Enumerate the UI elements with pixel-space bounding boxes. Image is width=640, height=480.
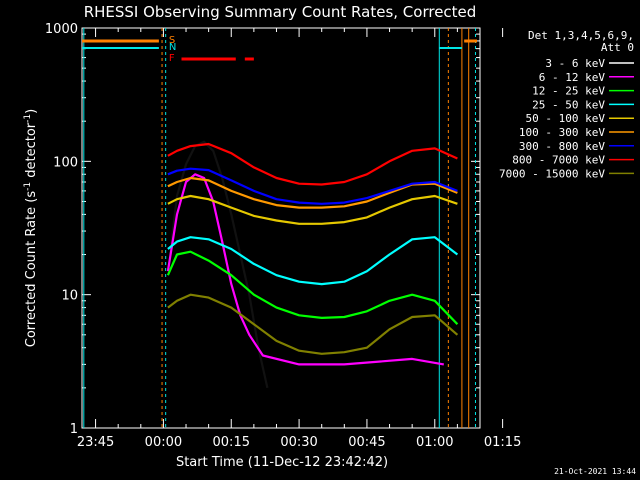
x-tick-label-5: 01:00 [416,435,453,450]
legend-label-4: 50 - 100 keV [526,112,606,125]
series-line-4 [167,194,458,225]
plot-area: 1 10 100 1000 23:45 00:00 00:15 00:30 00:45 01:00… [45,22,521,450]
x-tick-label-6: 01:15 [484,435,521,450]
y-label-mid: detector [24,122,39,182]
plot-frame [81,27,481,429]
series-line-2 [166,250,459,325]
x-tick-label-0: 23:45 [77,435,114,450]
series-line-6 [167,167,458,205]
legend-label-3: 25 - 50 keV [532,98,605,111]
legend-header-2: Att 0 [601,41,634,54]
chart-title: RHESSI Observing Summary Count Rates, Co… [84,3,477,21]
series-line-3 [167,236,459,286]
y-tick-label-1: 10 [61,289,78,304]
y-tick-label-3: 1000 [45,22,78,37]
x-tick-label-2: 00:15 [213,435,250,450]
legend-label-0: 3 - 6 keV [545,57,605,70]
series-line-8 [167,293,459,355]
y-tick-label-2: 100 [53,155,78,170]
y-tick-label-0: 1 [70,422,78,437]
y-label-sup1: -1 [23,182,33,191]
legend-label-1: 6 - 12 keV [539,71,606,84]
x-tick-label-3: 00:30 [280,435,317,450]
series-line-7 [167,142,458,186]
flag-label-N: N [169,42,176,53]
x-axis-label: Start Time (11-Dec-12 23:42:42) [176,455,388,470]
legend-label-2: 12 - 25 keV [532,85,605,98]
flag-label-S: S [169,35,175,46]
legend-label-6: 300 - 800 keV [519,140,605,153]
y-axis-label: Corrected Count Rate (s-1 detector-1) [23,109,39,347]
y-label-end: ) [24,109,39,114]
flag-label-F: F [169,53,175,64]
legend-label-7: 800 - 7000 keV [512,154,605,167]
footer-date: 21-Oct-2021 13:44 [554,467,636,476]
legend-header-1: Det 1,3,4,5,6,9, [528,29,634,42]
series-line-5 [167,176,458,209]
x-tick-label-1: 00:00 [145,435,182,450]
y-label-main: Corrected Count Rate (s [24,191,39,348]
legend-label-8: 7000 - 15000 keV [499,167,605,180]
x-tick-label-4: 00:45 [348,435,385,450]
legend-label-5: 100 - 300 keV [519,126,605,139]
y-label-sup2: -1 [23,114,33,123]
